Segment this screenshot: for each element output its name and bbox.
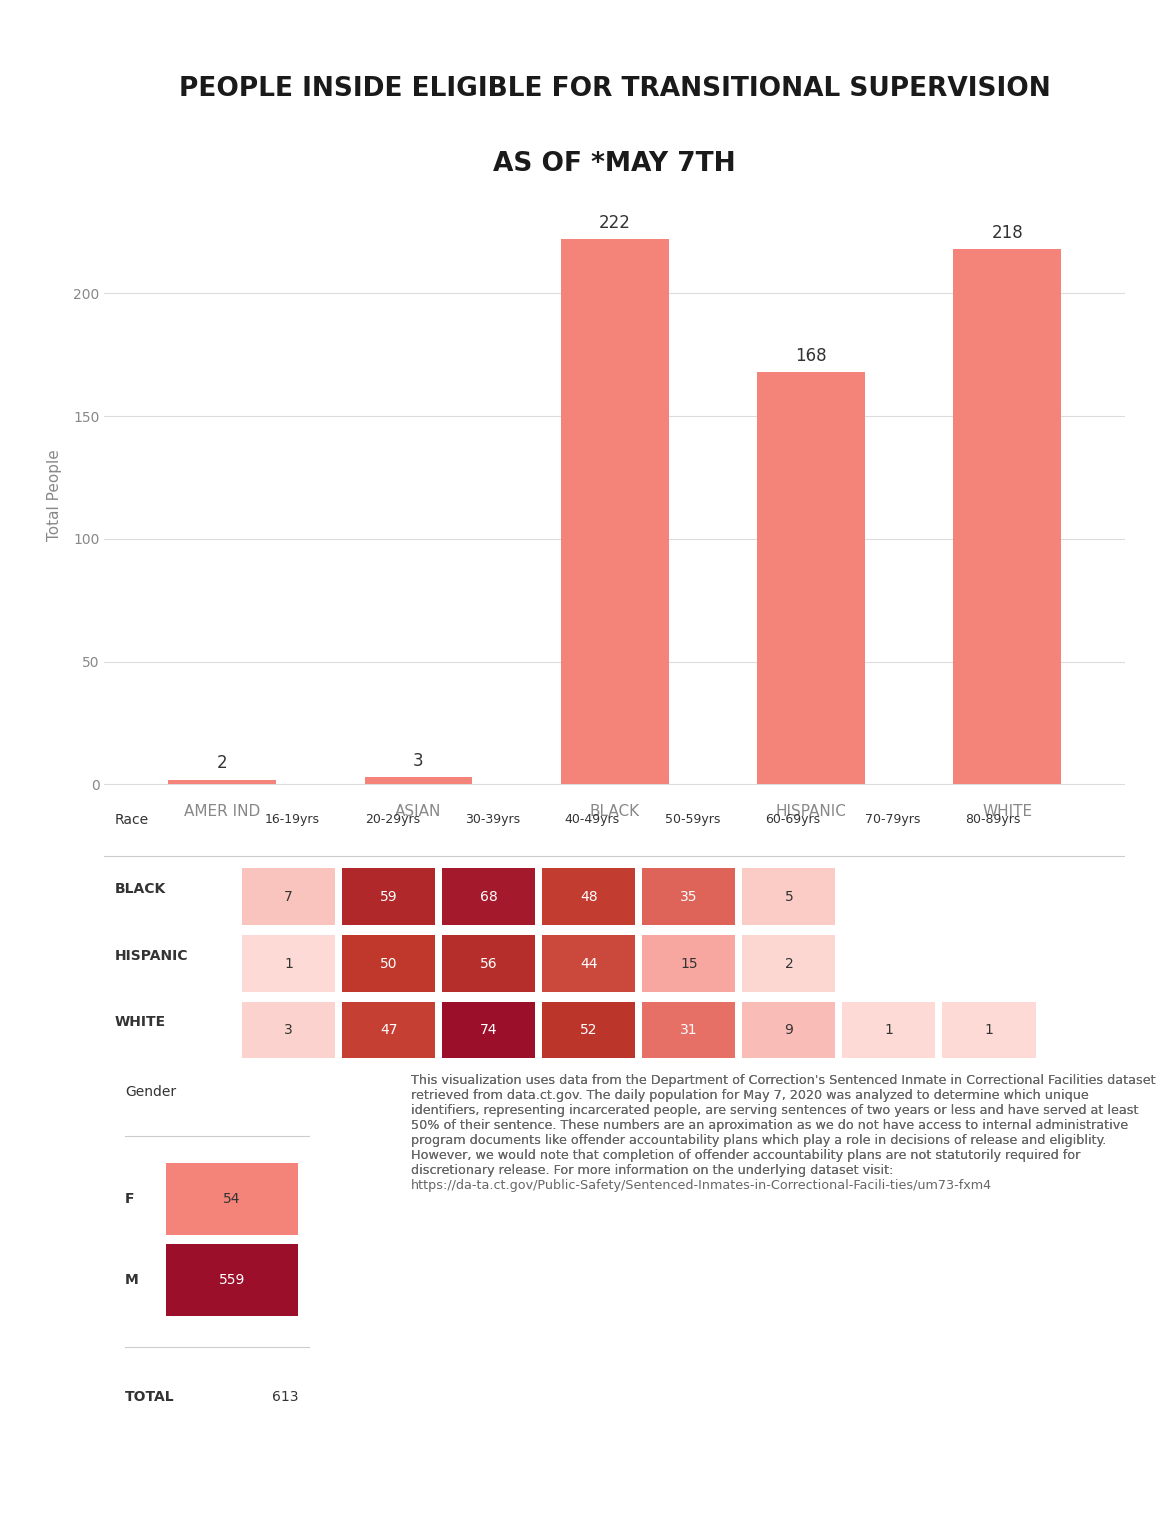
Text: 1: 1 xyxy=(985,1024,993,1038)
Text: 59: 59 xyxy=(380,890,398,904)
Text: 50-59yrs: 50-59yrs xyxy=(665,814,720,826)
Text: 3: 3 xyxy=(284,1024,293,1038)
Text: 15: 15 xyxy=(680,956,697,970)
Text: 30-39yrs: 30-39yrs xyxy=(465,814,520,826)
Text: 218: 218 xyxy=(992,224,1023,243)
Text: 47: 47 xyxy=(380,1024,398,1038)
Bar xyxy=(242,1001,335,1058)
Text: BLACK: BLACK xyxy=(115,883,166,896)
Text: 5: 5 xyxy=(784,890,793,904)
Text: Race: Race xyxy=(115,812,148,827)
Bar xyxy=(543,935,636,992)
Bar xyxy=(954,249,1061,784)
Bar xyxy=(643,1001,735,1058)
Text: 1: 1 xyxy=(885,1024,893,1038)
Bar xyxy=(442,869,535,926)
Text: 48: 48 xyxy=(580,890,597,904)
Bar xyxy=(166,1243,298,1315)
Text: 559: 559 xyxy=(219,1273,245,1286)
Bar xyxy=(643,869,735,926)
Text: HISPANIC: HISPANIC xyxy=(115,949,188,962)
Text: 70-79yrs: 70-79yrs xyxy=(864,814,920,826)
Bar xyxy=(942,1001,1036,1058)
Bar xyxy=(543,1001,636,1058)
Text: 44: 44 xyxy=(580,956,597,970)
Text: Gender: Gender xyxy=(125,1085,176,1099)
Bar xyxy=(842,1001,935,1058)
Text: 74: 74 xyxy=(480,1024,498,1038)
Bar xyxy=(742,935,835,992)
Text: 56: 56 xyxy=(480,956,498,970)
Bar xyxy=(543,869,636,926)
Bar xyxy=(643,935,735,992)
Bar xyxy=(342,935,435,992)
Bar xyxy=(442,935,535,992)
Bar xyxy=(442,1001,535,1058)
Bar xyxy=(168,780,276,784)
Bar xyxy=(242,869,335,926)
Text: 50: 50 xyxy=(380,956,398,970)
Bar xyxy=(242,935,335,992)
Text: 31: 31 xyxy=(680,1024,697,1038)
Text: This visualization uses data from the Department of Correction's Sentenced Inmat: This visualization uses data from the De… xyxy=(411,1073,1155,1176)
Bar xyxy=(757,371,865,784)
Bar xyxy=(166,1164,298,1236)
Bar xyxy=(560,239,669,784)
Bar xyxy=(342,869,435,926)
Text: AS OF *MAY 7TH: AS OF *MAY 7TH xyxy=(493,152,737,178)
Text: 80-89yrs: 80-89yrs xyxy=(965,814,1020,826)
Text: 613: 613 xyxy=(271,1389,298,1403)
Bar xyxy=(742,1001,835,1058)
Text: 2: 2 xyxy=(217,754,227,772)
Text: 168: 168 xyxy=(796,347,827,365)
Text: 52: 52 xyxy=(580,1024,597,1038)
Text: 3: 3 xyxy=(413,752,423,769)
Bar xyxy=(364,777,472,784)
Text: 40-49yrs: 40-49yrs xyxy=(565,814,619,826)
Text: TOTAL: TOTAL xyxy=(125,1389,174,1403)
Text: 222: 222 xyxy=(599,213,631,232)
Text: 1: 1 xyxy=(284,956,293,970)
Text: 7: 7 xyxy=(284,890,293,904)
Text: 54: 54 xyxy=(223,1193,241,1207)
Text: WHITE: WHITE xyxy=(115,1015,166,1030)
Text: 60-69yrs: 60-69yrs xyxy=(764,814,820,826)
Text: 20-29yrs: 20-29yrs xyxy=(364,814,420,826)
Text: 9: 9 xyxy=(784,1024,793,1038)
Text: 2: 2 xyxy=(784,956,793,970)
Text: 16-19yrs: 16-19yrs xyxy=(264,814,320,826)
Text: F: F xyxy=(125,1193,135,1207)
Text: This visualization uses data from the Department of Correction's Sentenced Inmat: This visualization uses data from the De… xyxy=(411,1073,1155,1191)
Y-axis label: Total People: Total People xyxy=(48,448,61,540)
Text: 68: 68 xyxy=(480,890,498,904)
Text: PEOPLE INSIDE ELIGIBLE FOR TRANSITIONAL SUPERVISION: PEOPLE INSIDE ELIGIBLE FOR TRANSITIONAL … xyxy=(179,77,1051,103)
Bar xyxy=(742,869,835,926)
Text: 35: 35 xyxy=(680,890,697,904)
Text: M: M xyxy=(125,1273,138,1286)
Bar xyxy=(342,1001,435,1058)
